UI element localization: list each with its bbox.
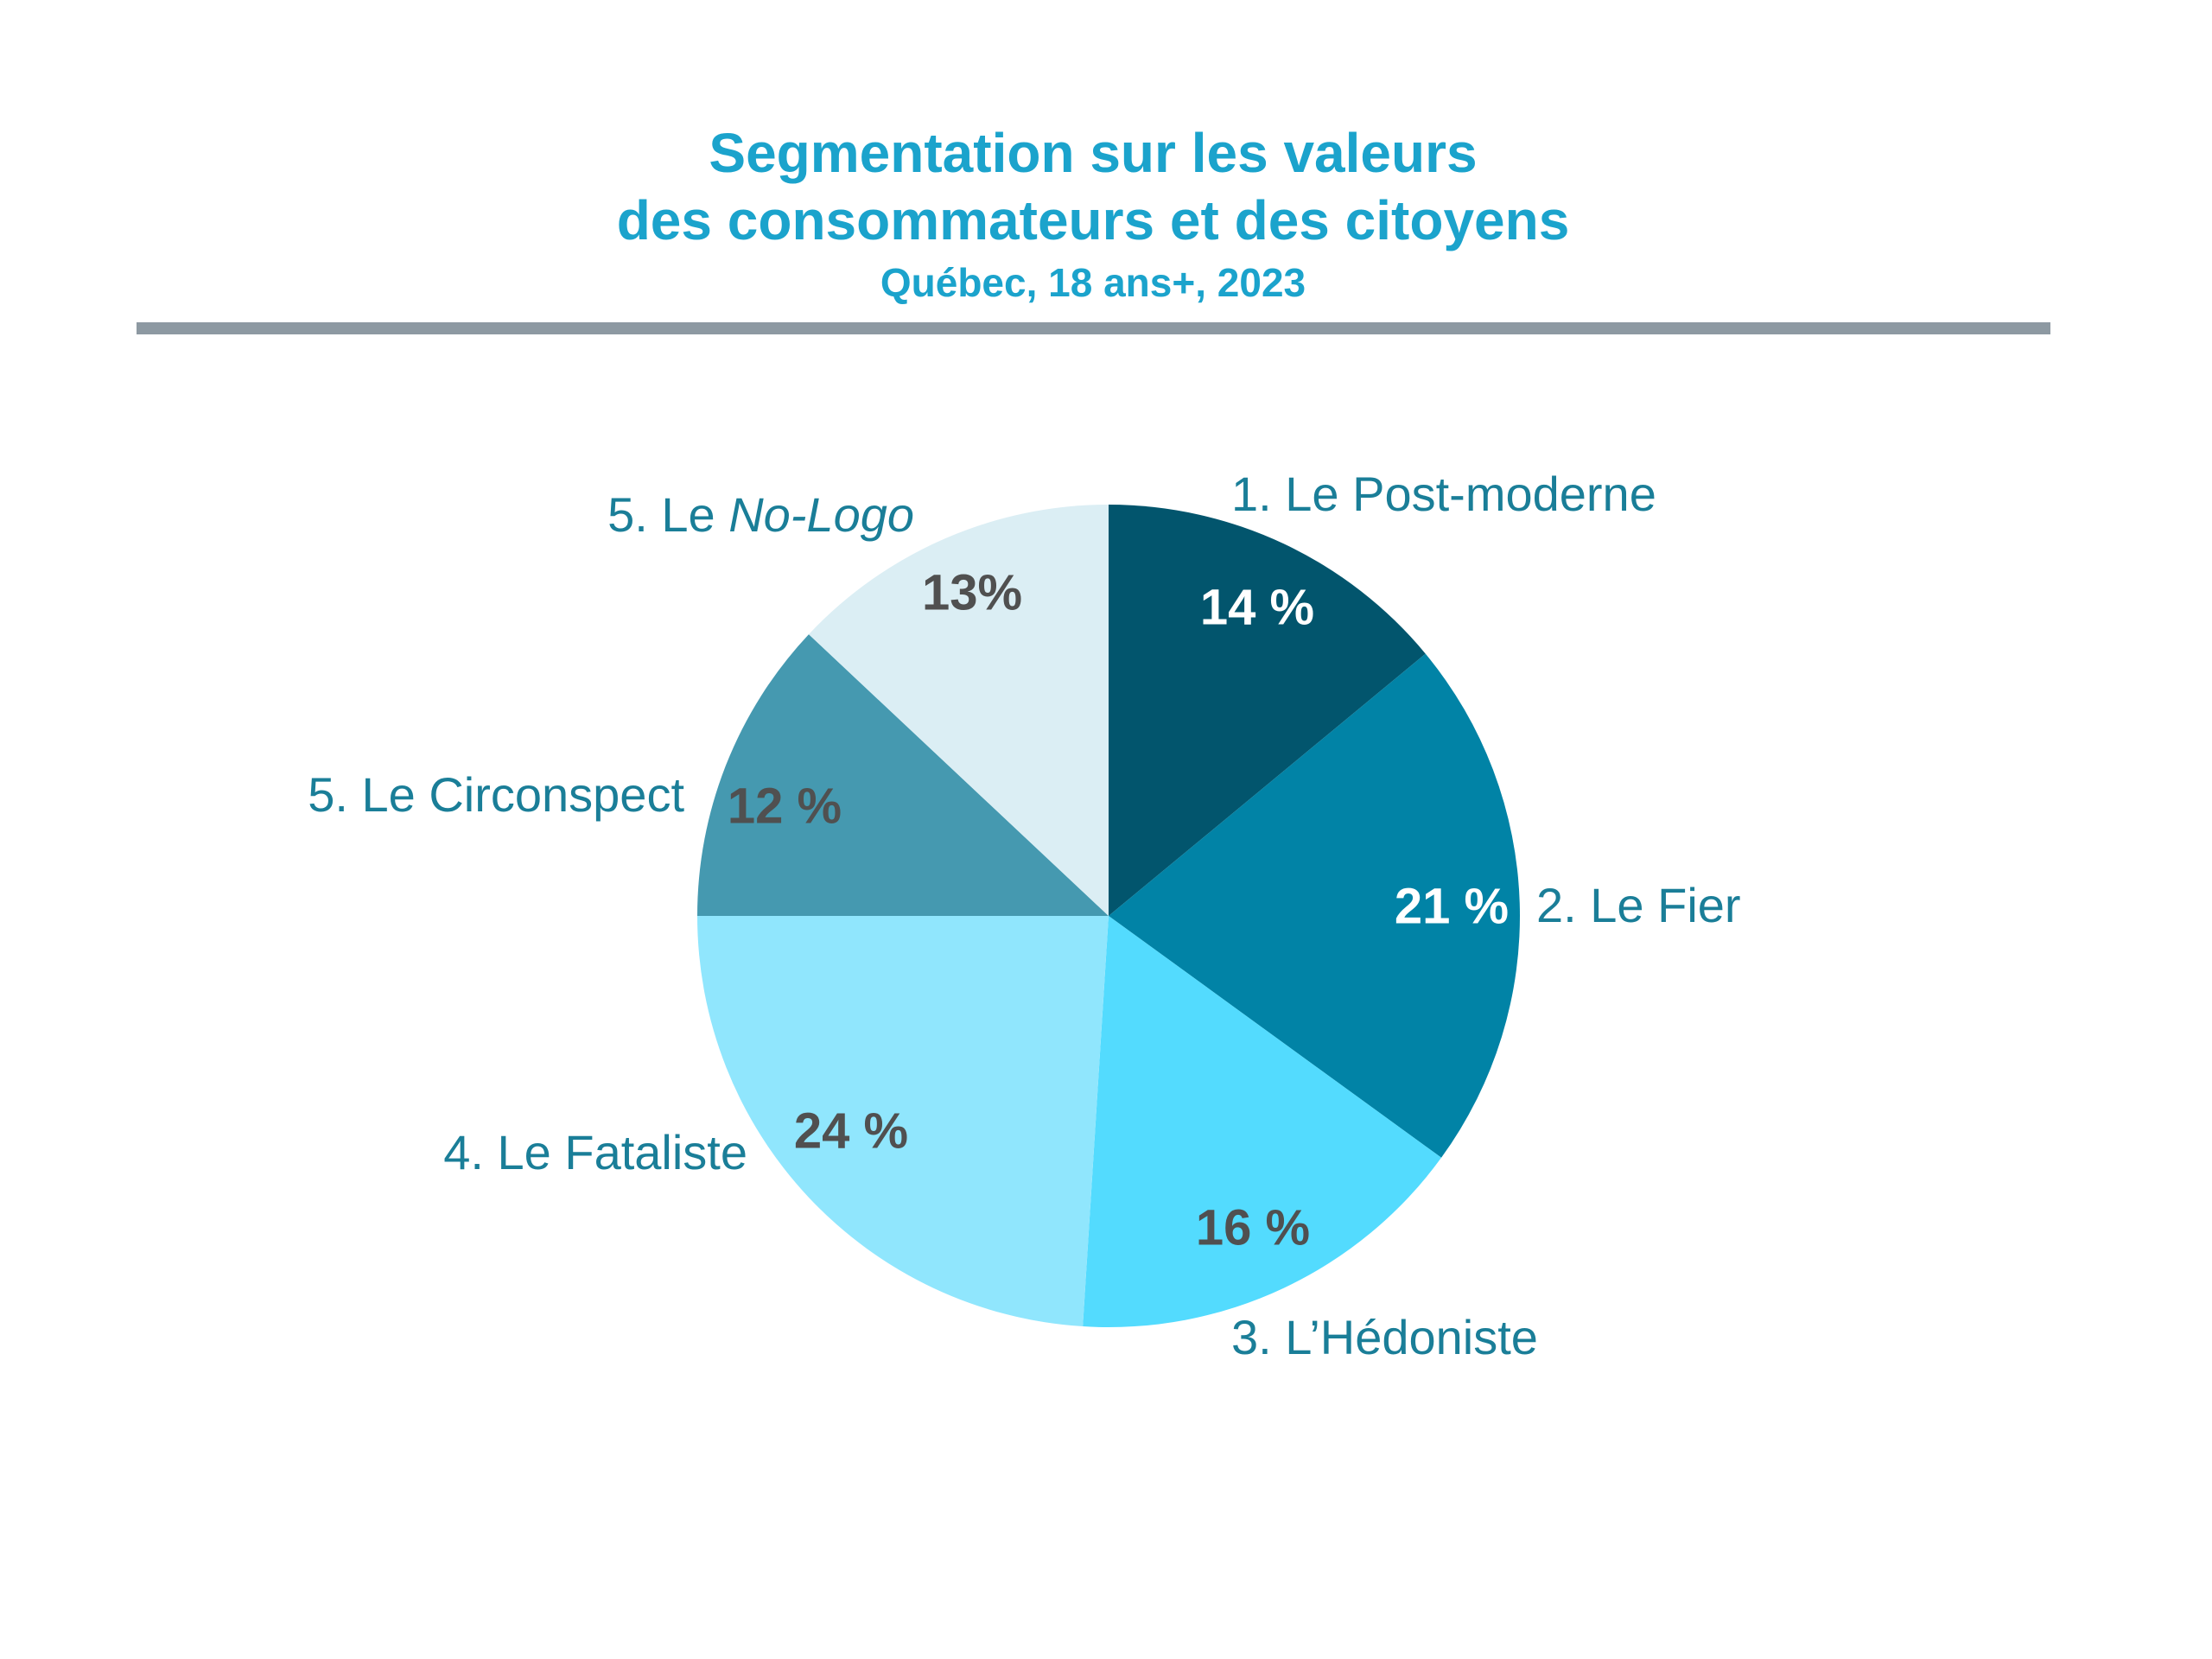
chart-header: Segmentation sur les valeurs des consomm…	[0, 119, 2186, 309]
slice-value-label: 14 %	[1200, 579, 1314, 635]
slice-label-italic: No-Logo	[728, 487, 914, 542]
pie-slice	[697, 916, 1109, 1327]
slice-value-label: 21 %	[1395, 878, 1509, 934]
pie-slice	[697, 634, 1109, 916]
slice-category-label: 2. Le Fier	[1536, 878, 1741, 932]
slice-value-label: 12 %	[728, 778, 842, 834]
slice-category-label: 3. L’Hédoniste	[1231, 1310, 1538, 1364]
slice-category-label: 1. Le Post-moderne	[1231, 467, 1656, 521]
header-divider	[137, 322, 2050, 334]
slice-value-label: 24 %	[794, 1103, 908, 1159]
pie-slice-labels: 1. Le Post-moderne 2. Le Fier 3. L’Hédonis…	[308, 467, 1740, 1364]
pie-slice	[1109, 505, 1426, 916]
pie-slices	[697, 505, 1520, 1327]
slice-label-prefix: 5. Le	[607, 487, 728, 542]
slice-category-label: 5. Le No-Logo	[607, 487, 914, 542]
pie-value-labels: 14 % 21 % 16 % 24 % 12 % 13%	[728, 564, 1509, 1255]
slice-value-label: 16 %	[1196, 1199, 1310, 1255]
chart-subtitle: Québec, 18 ans+, 2023	[880, 260, 1306, 305]
pie-slice	[809, 505, 1109, 916]
slice-category-label: 4. Le Fataliste	[443, 1125, 747, 1179]
slice-category-label: 5. Le Circonspect	[308, 767, 684, 822]
pie-slice	[1083, 916, 1442, 1327]
chart-title-line-1: Segmentation sur les valeurs	[709, 122, 1478, 184]
slice-value-label: 13%	[922, 564, 1022, 620]
pie-slice	[1109, 653, 1520, 1158]
chart-title-line-2: des consommateurs et des citoyens	[616, 189, 1570, 251]
